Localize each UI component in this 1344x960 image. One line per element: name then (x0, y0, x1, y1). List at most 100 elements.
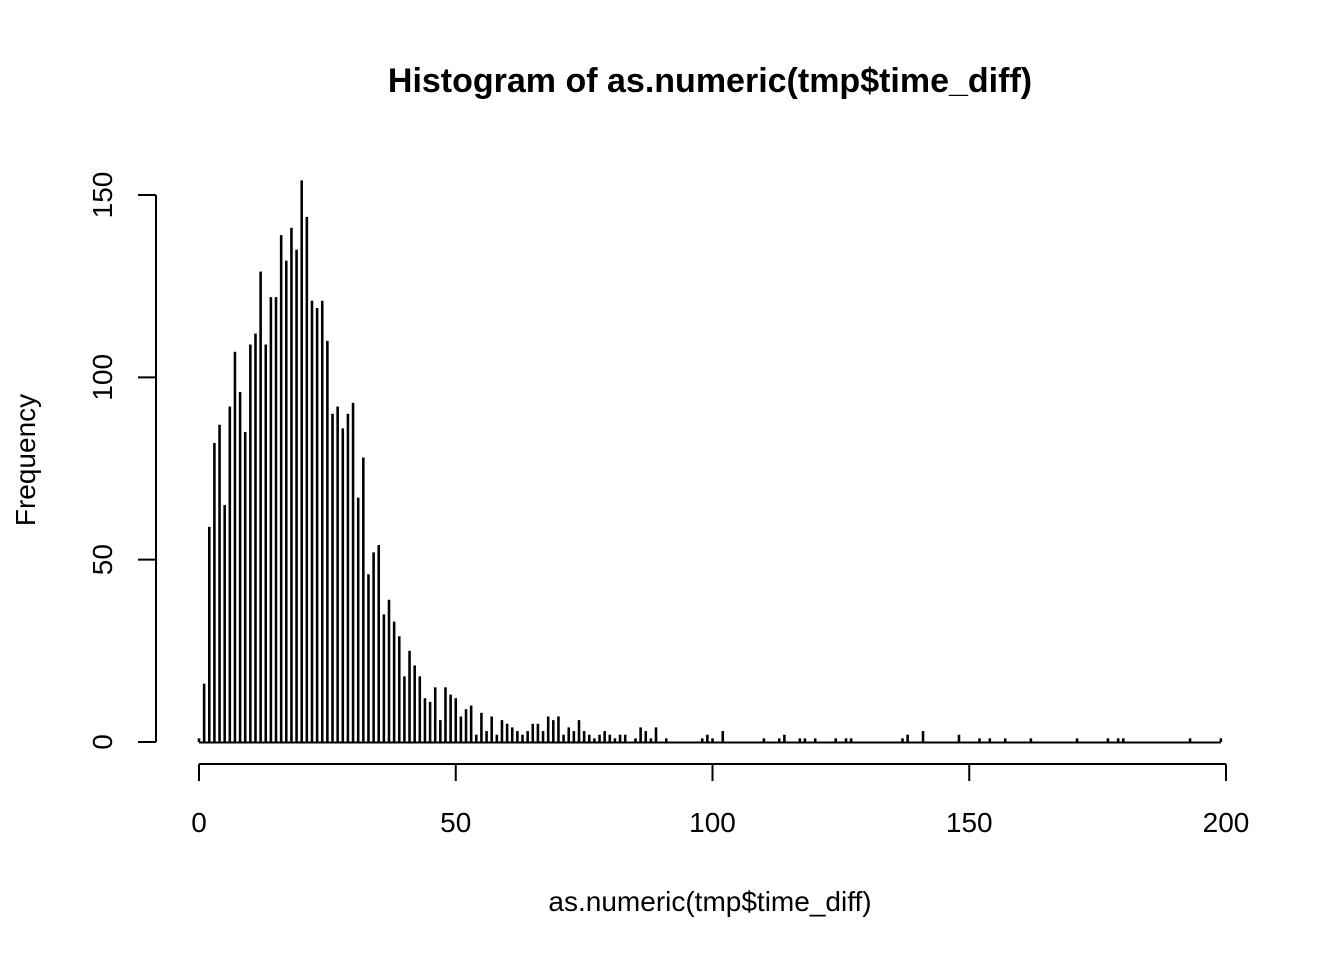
histogram-bar (320, 300, 324, 742)
histogram-bar (603, 731, 606, 742)
y-tick-label: 50 (87, 544, 118, 575)
histogram-bar (223, 504, 226, 742)
histogram-bar (218, 424, 221, 742)
x-tick-label: 200 (1203, 807, 1250, 838)
histogram-bar (305, 216, 309, 742)
histogram-bar (516, 731, 519, 742)
histogram-bar (341, 428, 345, 742)
histogram-bar (567, 727, 571, 742)
histogram-bar (382, 614, 386, 742)
histogram-bar (921, 731, 925, 742)
chart-title: Histogram of as.numeric(tmp$time_diff) (388, 62, 1032, 100)
histogram-bar (295, 249, 298, 742)
histogram-bar (1075, 738, 1079, 742)
histogram-bar (557, 716, 560, 742)
histogram-bar (254, 333, 257, 742)
x-tick-label: 50 (440, 807, 471, 838)
histogram-bar (978, 738, 981, 742)
histogram-bar (377, 545, 381, 742)
histogram-bar (957, 734, 961, 742)
histogram-bar (777, 738, 781, 742)
y-axis: 0 50 100 150 (87, 172, 157, 750)
x-tick-label: 100 (689, 807, 736, 838)
histogram-bar (613, 738, 617, 742)
histogram-bar (326, 340, 329, 742)
histogram-bar (901, 738, 904, 742)
histogram-bar (1116, 738, 1120, 742)
histogram-bar (562, 734, 565, 742)
x-axis: 0 50 100 150 200 (191, 763, 1250, 838)
histogram-bar (331, 413, 334, 742)
histogram-bar (428, 701, 432, 742)
histogram-bar (618, 734, 622, 742)
histogram-bar (397, 636, 401, 742)
histogram-bar (423, 698, 427, 742)
histogram-bar (475, 734, 478, 742)
histogram-bar (700, 738, 704, 742)
histogram-bar (798, 738, 802, 742)
histogram-bar (577, 720, 581, 742)
histogram-bar (444, 687, 447, 742)
histogram-bar (387, 599, 391, 742)
histogram-bar (233, 351, 237, 742)
histogram-bar (552, 720, 555, 742)
histogram-bar (1106, 738, 1110, 742)
histogram-bar (264, 344, 268, 742)
histogram-bar (300, 180, 303, 742)
histogram-bar (459, 716, 463, 742)
histogram-bar (541, 731, 545, 742)
histogram-bar (454, 698, 458, 742)
histogram-bar (413, 665, 416, 742)
histogram-bar (644, 731, 648, 742)
histogram-bar (906, 734, 909, 742)
histogram-bar (346, 413, 350, 742)
histogram-bar (531, 723, 535, 742)
histogram-bar (844, 738, 848, 742)
histogram-bar (521, 734, 524, 742)
histogram-bar (510, 727, 514, 742)
histogram-bar (803, 738, 807, 742)
histogram-bar (485, 731, 488, 742)
histogram-bar (706, 734, 709, 742)
histogram-bar (480, 712, 483, 742)
x-tick-label: 150 (946, 807, 993, 838)
histogram-bar (505, 723, 509, 742)
y-tick-label: 150 (87, 172, 118, 219)
y-tick-label: 100 (87, 354, 118, 401)
histogram-bar (711, 738, 714, 742)
histogram-bar (988, 738, 992, 742)
histogram-bar (849, 738, 853, 742)
histogram-bar (1122, 738, 1125, 742)
histogram-bars (197, 180, 1223, 744)
histogram-bar (310, 300, 314, 742)
histogram-bar (249, 344, 252, 742)
x-axis-label: as.numeric(tmp$time_diff) (548, 886, 871, 917)
histogram-bar (372, 552, 375, 742)
histogram-bar (403, 676, 406, 742)
histogram-bar (834, 738, 838, 742)
histogram-bar (783, 734, 786, 742)
histogram-bar (197, 738, 201, 742)
histogram-bar (762, 738, 766, 742)
x-tick-label: 0 (191, 807, 207, 838)
histogram-bar (418, 676, 422, 742)
histogram-bar (495, 734, 499, 742)
histogram-bar (536, 723, 540, 742)
histogram-bar (572, 731, 576, 742)
histogram-bar (392, 621, 396, 742)
histogram-bar (243, 432, 247, 742)
histogram-bar (290, 227, 293, 742)
histogram-bar (259, 271, 262, 742)
histogram-bar (654, 727, 658, 742)
histogram-bar (315, 308, 319, 742)
histogram-bar (500, 720, 504, 742)
histogram-bar (526, 731, 529, 742)
histogram-bar (546, 716, 550, 742)
histogram-bar (464, 709, 468, 742)
histogram-bar (202, 683, 206, 742)
histogram-bar (1003, 738, 1007, 742)
histogram-bar (207, 526, 211, 742)
histogram-bar (490, 716, 493, 742)
histogram-bar (582, 731, 586, 742)
